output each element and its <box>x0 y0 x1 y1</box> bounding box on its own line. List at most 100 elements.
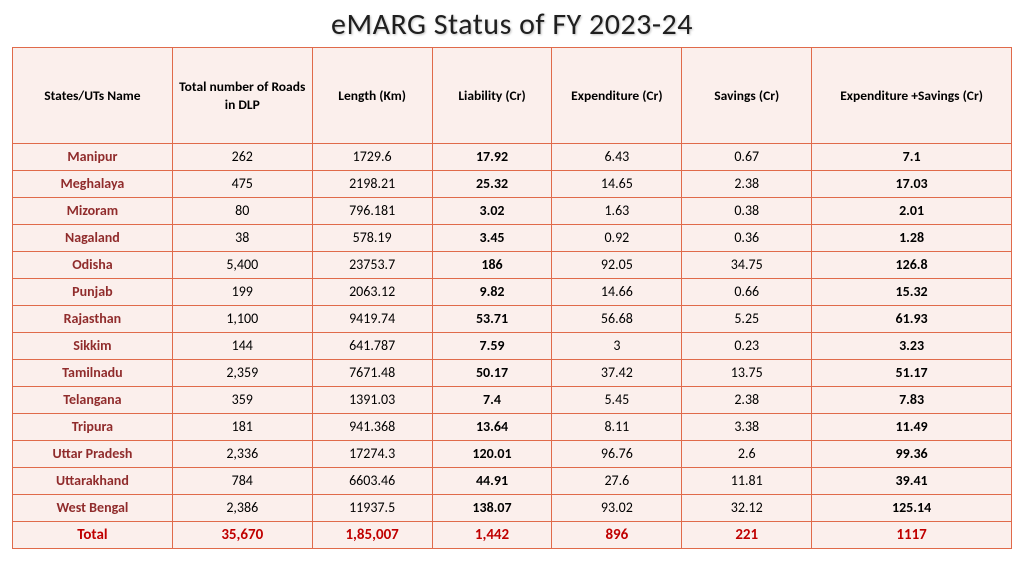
table-row: Manipur2621729.617.926.430.677.1 <box>13 144 1012 171</box>
table-row: Mizoram80796.1813.021.630.382.01 <box>13 198 1012 225</box>
state-cell: West Bengal <box>13 495 173 522</box>
value-cell: 37.42 <box>552 360 682 387</box>
total-cell: 1,442 <box>432 522 552 549</box>
value-cell: 138.07 <box>432 495 552 522</box>
value-cell: 3.45 <box>432 225 552 252</box>
value-cell: 7.83 <box>812 387 1012 414</box>
state-cell: Rajasthan <box>13 306 173 333</box>
value-cell: 14.65 <box>552 171 682 198</box>
value-cell: 0.36 <box>682 225 812 252</box>
value-cell: 1,100 <box>172 306 312 333</box>
value-cell: 9419.74 <box>312 306 432 333</box>
total-cell: Total <box>13 522 173 549</box>
value-cell: 32.12 <box>682 495 812 522</box>
value-cell: 0.67 <box>682 144 812 171</box>
state-cell: Uttar Pradesh <box>13 441 173 468</box>
value-cell: 2,336 <box>172 441 312 468</box>
value-cell: 2,359 <box>172 360 312 387</box>
state-cell: Uttarakhand <box>13 468 173 495</box>
value-cell: 7.59 <box>432 333 552 360</box>
value-cell: 941.368 <box>312 414 432 441</box>
table-container: States/UTs Name Total number of Roads in… <box>12 47 1012 549</box>
state-cell: Telangana <box>13 387 173 414</box>
total-cell: 35,670 <box>172 522 312 549</box>
value-cell: 5,400 <box>172 252 312 279</box>
value-cell: 0.66 <box>682 279 812 306</box>
value-cell: 53.71 <box>432 306 552 333</box>
value-cell: 578.19 <box>312 225 432 252</box>
value-cell: 181 <box>172 414 312 441</box>
table-row: Rajasthan1,1009419.7453.7156.685.2561.93 <box>13 306 1012 333</box>
col-length: Length (Km) <box>312 48 432 144</box>
status-table: States/UTs Name Total number of Roads in… <box>12 47 1012 549</box>
value-cell: 784 <box>172 468 312 495</box>
value-cell: 3.23 <box>812 333 1012 360</box>
value-cell: 2.6 <box>682 441 812 468</box>
state-cell: Odisha <box>13 252 173 279</box>
value-cell: 51.17 <box>812 360 1012 387</box>
value-cell: 80 <box>172 198 312 225</box>
col-state: States/UTs Name <box>13 48 173 144</box>
value-cell: 34.75 <box>682 252 812 279</box>
value-cell: 0.92 <box>552 225 682 252</box>
table-row: Uttar Pradesh2,33617274.3120.0196.762.69… <box>13 441 1012 468</box>
table-row: West Bengal2,38611937.5138.0793.0232.121… <box>13 495 1012 522</box>
value-cell: 5.25 <box>682 306 812 333</box>
value-cell: 6.43 <box>552 144 682 171</box>
table-row: Meghalaya4752198.2125.3214.652.3817.03 <box>13 171 1012 198</box>
value-cell: 9.82 <box>432 279 552 306</box>
table-row: Tripura181941.36813.648.113.3811.49 <box>13 414 1012 441</box>
value-cell: 262 <box>172 144 312 171</box>
value-cell: 13.64 <box>432 414 552 441</box>
value-cell: 27.6 <box>552 468 682 495</box>
value-cell: 125.14 <box>812 495 1012 522</box>
value-cell: 2,386 <box>172 495 312 522</box>
table-row: Tamilnadu2,3597671.4850.1737.4213.7551.1… <box>13 360 1012 387</box>
value-cell: 99.36 <box>812 441 1012 468</box>
value-cell: 7.1 <box>812 144 1012 171</box>
state-cell: Meghalaya <box>13 171 173 198</box>
value-cell: 186 <box>432 252 552 279</box>
value-cell: 1391.03 <box>312 387 432 414</box>
value-cell: 56.68 <box>552 306 682 333</box>
value-cell: 2.01 <box>812 198 1012 225</box>
state-cell: Tamilnadu <box>13 360 173 387</box>
col-exp: Expenditure (Cr) <box>552 48 682 144</box>
value-cell: 2.38 <box>682 171 812 198</box>
value-cell: 2.38 <box>682 387 812 414</box>
value-cell: 11937.5 <box>312 495 432 522</box>
value-cell: 3 <box>552 333 682 360</box>
col-expsav: Expenditure +Savings (Cr) <box>812 48 1012 144</box>
col-liab: Liability (Cr) <box>432 48 552 144</box>
value-cell: 2198.21 <box>312 171 432 198</box>
state-cell: Manipur <box>13 144 173 171</box>
value-cell: 61.93 <box>812 306 1012 333</box>
value-cell: 475 <box>172 171 312 198</box>
total-cell: 221 <box>682 522 812 549</box>
value-cell: 17.03 <box>812 171 1012 198</box>
col-savings: Savings (Cr) <box>682 48 812 144</box>
total-cell: 896 <box>552 522 682 549</box>
value-cell: 359 <box>172 387 312 414</box>
value-cell: 1.28 <box>812 225 1012 252</box>
value-cell: 38 <box>172 225 312 252</box>
value-cell: 0.38 <box>682 198 812 225</box>
value-cell: 144 <box>172 333 312 360</box>
value-cell: 8.11 <box>552 414 682 441</box>
value-cell: 641.787 <box>312 333 432 360</box>
value-cell: 15.32 <box>812 279 1012 306</box>
table-row: Sikkim144641.7877.5930.233.23 <box>13 333 1012 360</box>
value-cell: 126.8 <box>812 252 1012 279</box>
value-cell: 11.81 <box>682 468 812 495</box>
value-cell: 2063.12 <box>312 279 432 306</box>
value-cell: 23753.7 <box>312 252 432 279</box>
value-cell: 96.76 <box>552 441 682 468</box>
total-cell: 1,85,007 <box>312 522 432 549</box>
table-row: Nagaland38578.193.450.920.361.28 <box>13 225 1012 252</box>
value-cell: 1.63 <box>552 198 682 225</box>
page-title: eMARG Status of FY 2023-24 <box>0 6 1024 43</box>
value-cell: 11.49 <box>812 414 1012 441</box>
value-cell: 17274.3 <box>312 441 432 468</box>
value-cell: 7671.48 <box>312 360 432 387</box>
value-cell: 5.45 <box>552 387 682 414</box>
